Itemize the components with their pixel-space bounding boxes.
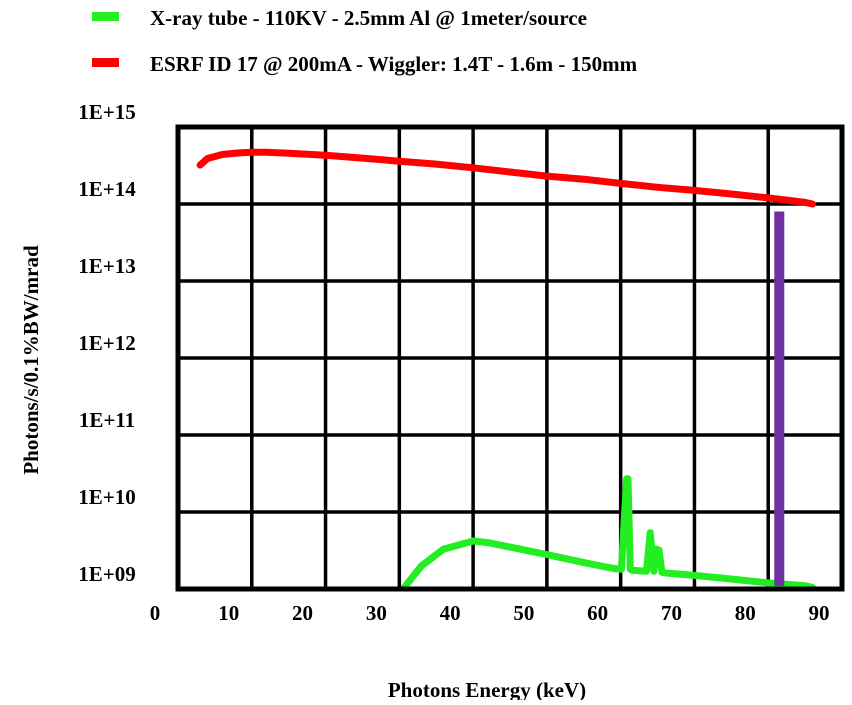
x-tick-label: 70 bbox=[661, 601, 682, 625]
y-tick-label: 1E+13 bbox=[78, 254, 135, 278]
y-tick-label: 1E+12 bbox=[78, 331, 135, 355]
legend-swatch bbox=[92, 58, 119, 67]
x-tick-label: 10 bbox=[218, 601, 239, 625]
xray-tube-series-line bbox=[398, 475, 816, 589]
x-tick-label: 60 bbox=[587, 601, 608, 625]
x-tick-label: 0 bbox=[150, 601, 161, 625]
legend-label: X-ray tube - 110KV - 2.5mm Al @ 1meter/s… bbox=[150, 6, 587, 30]
esrf-wiggler-series-line bbox=[196, 148, 816, 208]
plot-frame bbox=[175, 124, 845, 592]
tick-labels: 0 10 20 30 40 50 60 70 80 90 1E+09 1E+10 1E+11 1E+12 1… bbox=[78, 100, 829, 625]
legend-label: ESRF ID 17 @ 200mA - Wiggler: 1.4T - 1.6… bbox=[150, 52, 638, 76]
x-tick-label: 40 bbox=[440, 601, 461, 625]
grid bbox=[178, 127, 842, 589]
x-tick-label: 90 bbox=[809, 601, 830, 625]
legend-swatch bbox=[92, 12, 119, 21]
legend: X-ray tube - 110KV - 2.5mm Al @ 1meter/s… bbox=[92, 6, 638, 76]
y-tick-label: 1E+14 bbox=[78, 177, 136, 201]
y-tick-label: 1E+15 bbox=[78, 100, 135, 124]
x-axis-title: Photons Energy (keV) bbox=[388, 678, 586, 700]
x-tick-label: 50 bbox=[513, 601, 534, 625]
x-tick-label: 20 bbox=[292, 601, 313, 625]
x-tick-label: 30 bbox=[366, 601, 387, 625]
series-layer bbox=[196, 148, 816, 589]
y-tick-label: 1E+10 bbox=[78, 485, 135, 509]
y-tick-label: 1E+11 bbox=[79, 408, 135, 432]
y-axis-title: Photons/s/0.1%BW/mrad bbox=[19, 245, 43, 475]
y-tick-label: 1E+09 bbox=[78, 562, 135, 586]
x-tick-label: 80 bbox=[735, 601, 756, 625]
plot-border bbox=[175, 124, 845, 592]
